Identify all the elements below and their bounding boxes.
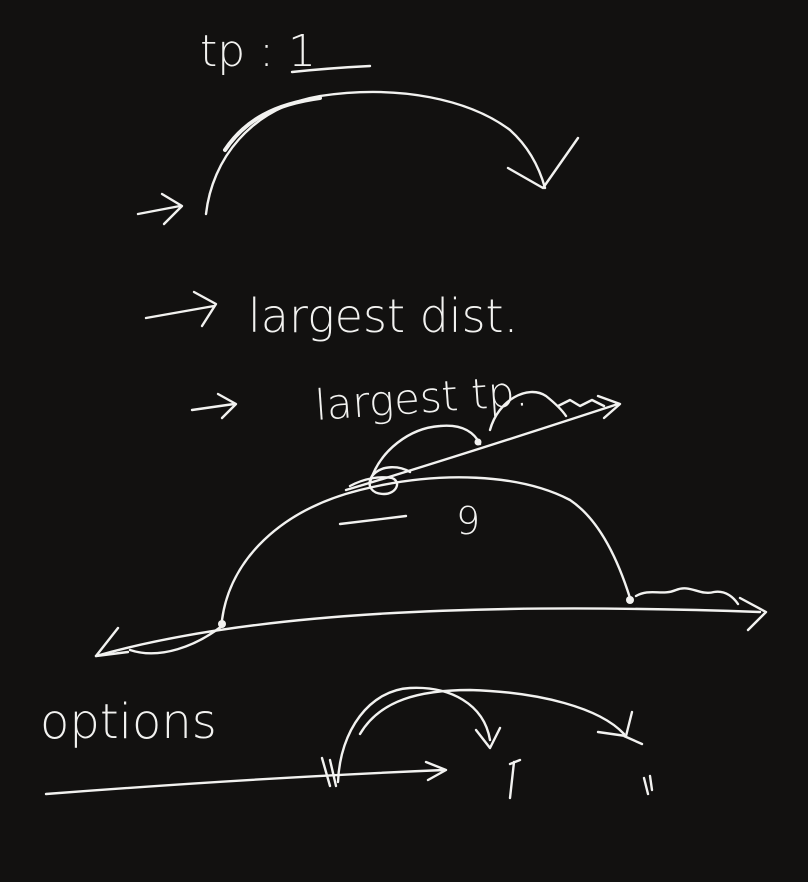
upper-line	[344, 402, 620, 492]
bullet-arrow-1-icon	[144, 290, 218, 328]
upper-squiggle-tail	[556, 398, 606, 408]
upper-hop-1	[368, 424, 482, 484]
top-arc	[204, 90, 547, 216]
baseline-left-hop	[128, 624, 224, 655]
options-baseline-arrowhead	[424, 760, 448, 782]
upper-hop-2	[488, 390, 568, 432]
big-arc	[220, 476, 632, 622]
bullet-largest-tp: largest tp.	[313, 366, 529, 430]
bullet-largest-dist: largest dist.	[248, 289, 518, 343]
options-baseline	[44, 768, 446, 796]
section-options-label: options	[40, 694, 217, 750]
options-marker-start	[320, 756, 338, 788]
top-arc-shading	[223, 96, 322, 152]
baseline-arrowhead-right	[738, 596, 768, 632]
options-arc-short	[336, 686, 492, 784]
options-arc-short-arrowhead	[474, 726, 502, 750]
options-arc-long	[358, 688, 626, 736]
top-arc-arrowhead	[506, 136, 580, 190]
options-tick-end	[642, 774, 654, 796]
baseline-right-squiggle	[634, 587, 740, 606]
upper-scribble	[348, 466, 412, 496]
tp-label: tp : 1	[200, 26, 316, 77]
baseline-point-right	[626, 596, 634, 604]
options-arc-long-arrowhead	[596, 710, 644, 746]
big-arc-underline	[338, 514, 408, 526]
upper-point-1	[474, 438, 482, 446]
baseline-arrowhead-left	[94, 626, 130, 658]
upper-line-arrowhead	[596, 394, 622, 420]
tp-underline	[290, 64, 372, 74]
entry-arrow-icon	[136, 192, 184, 226]
arc-value: 9	[456, 499, 480, 543]
bullet-arrow-2-icon	[190, 392, 238, 420]
options-tick-mid	[508, 758, 522, 800]
baseline-point-left	[218, 620, 226, 628]
baseline	[94, 607, 762, 658]
